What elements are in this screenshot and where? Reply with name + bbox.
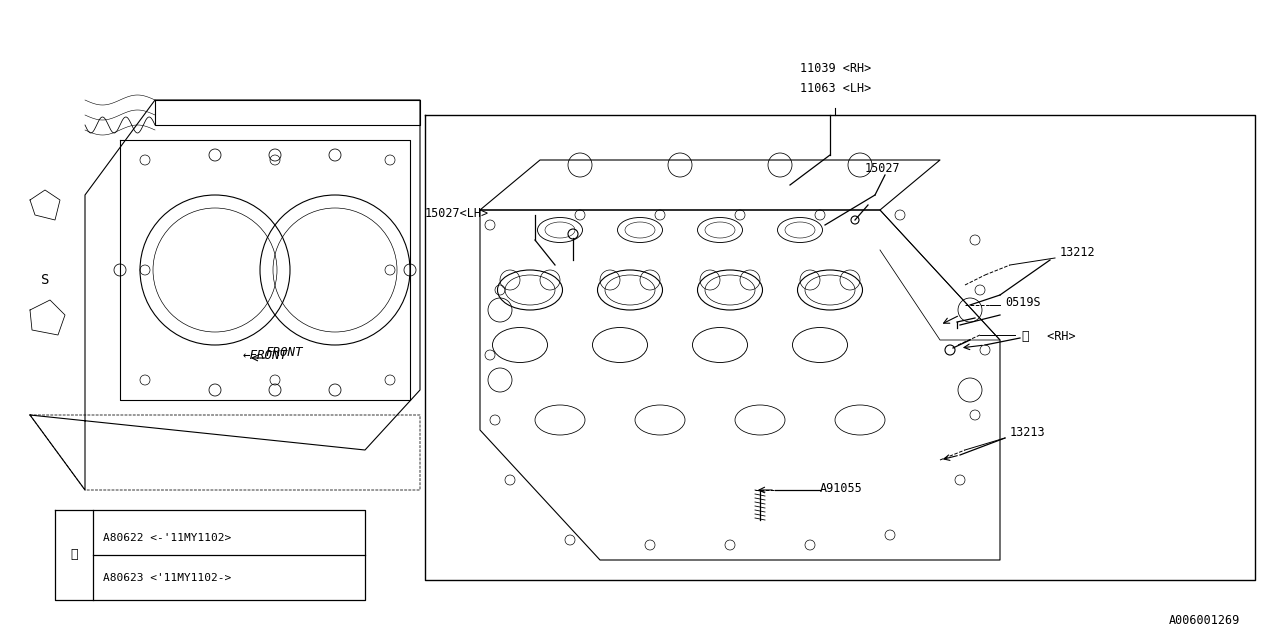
Text: A006001269: A006001269 <box>1169 614 1240 627</box>
Text: 15027<LH>: 15027<LH> <box>425 207 489 220</box>
Text: <RH>: <RH> <box>1039 330 1075 342</box>
Text: 11063 <LH>: 11063 <LH> <box>800 81 872 95</box>
Text: 0519S: 0519S <box>1005 296 1041 308</box>
Text: 15027: 15027 <box>865 161 901 175</box>
Text: ①: ① <box>1021 330 1029 342</box>
Text: A80622 <-'11MY1102>: A80622 <-'11MY1102> <box>102 533 232 543</box>
Text: A80623 <'11MY1102->: A80623 <'11MY1102-> <box>102 573 232 583</box>
Text: S: S <box>41 273 49 287</box>
Text: 11039 <RH>: 11039 <RH> <box>800 61 872 74</box>
Text: A91055: A91055 <box>820 481 863 495</box>
Text: 13212: 13212 <box>1060 246 1096 259</box>
Text: ①: ① <box>70 548 78 561</box>
Text: ←FRONT: ←FRONT <box>242 349 288 362</box>
Text: FRONT: FRONT <box>265 346 302 358</box>
Text: 13213: 13213 <box>1010 426 1046 438</box>
